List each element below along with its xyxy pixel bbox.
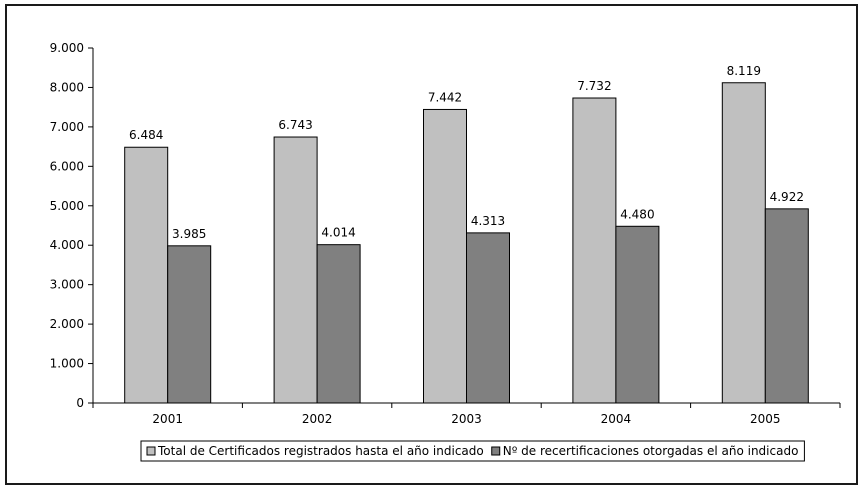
legend-label: Total de Certificados registrados hasta … bbox=[157, 444, 484, 458]
y-tick-label: 3.000 bbox=[50, 278, 84, 292]
bar bbox=[423, 108, 467, 404]
data-label: 7.732 bbox=[577, 79, 611, 93]
y-tick-label: 9.000 bbox=[50, 41, 84, 55]
x-tick-label: 2002 bbox=[302, 412, 333, 426]
x-tick-label: 2003 bbox=[451, 412, 482, 426]
bar bbox=[615, 225, 660, 404]
y-tick-label: 2.000 bbox=[50, 317, 84, 331]
bar bbox=[273, 136, 318, 404]
legend-swatch bbox=[491, 446, 501, 456]
y-tick-label: 1.000 bbox=[50, 357, 84, 371]
bar bbox=[764, 208, 809, 404]
y-tick-label: 4.000 bbox=[50, 238, 84, 252]
y-tick-label: 8.000 bbox=[50, 80, 84, 94]
bar bbox=[316, 244, 361, 404]
data-label: 7.442 bbox=[428, 90, 462, 104]
data-label: 4.313 bbox=[471, 214, 505, 228]
y-tick-label: 0 bbox=[76, 396, 84, 410]
data-label: 6.484 bbox=[129, 128, 163, 142]
data-label: 4.014 bbox=[321, 226, 355, 240]
data-label: 4.922 bbox=[770, 190, 804, 204]
legend-swatch bbox=[146, 446, 156, 456]
x-tick-label: 2005 bbox=[750, 412, 781, 426]
data-label: 3.985 bbox=[172, 227, 206, 241]
y-tick-label: 5.000 bbox=[50, 199, 84, 213]
y-tick-label: 7.000 bbox=[50, 120, 84, 134]
legend-box bbox=[140, 440, 805, 462]
data-label: 4.480 bbox=[620, 207, 654, 221]
bar bbox=[721, 82, 766, 404]
bar bbox=[572, 97, 617, 404]
legend-label: Nº de recertificaciones otorgadas el año… bbox=[503, 444, 799, 458]
bar bbox=[466, 232, 510, 404]
y-tick-label: 6.000 bbox=[50, 159, 84, 173]
x-tick-label: 2001 bbox=[152, 412, 183, 426]
data-label: 8.119 bbox=[727, 64, 761, 78]
bar bbox=[124, 146, 169, 404]
bar bbox=[167, 245, 212, 404]
x-tick-label: 2004 bbox=[601, 412, 632, 426]
data-label: 6.743 bbox=[278, 118, 312, 132]
